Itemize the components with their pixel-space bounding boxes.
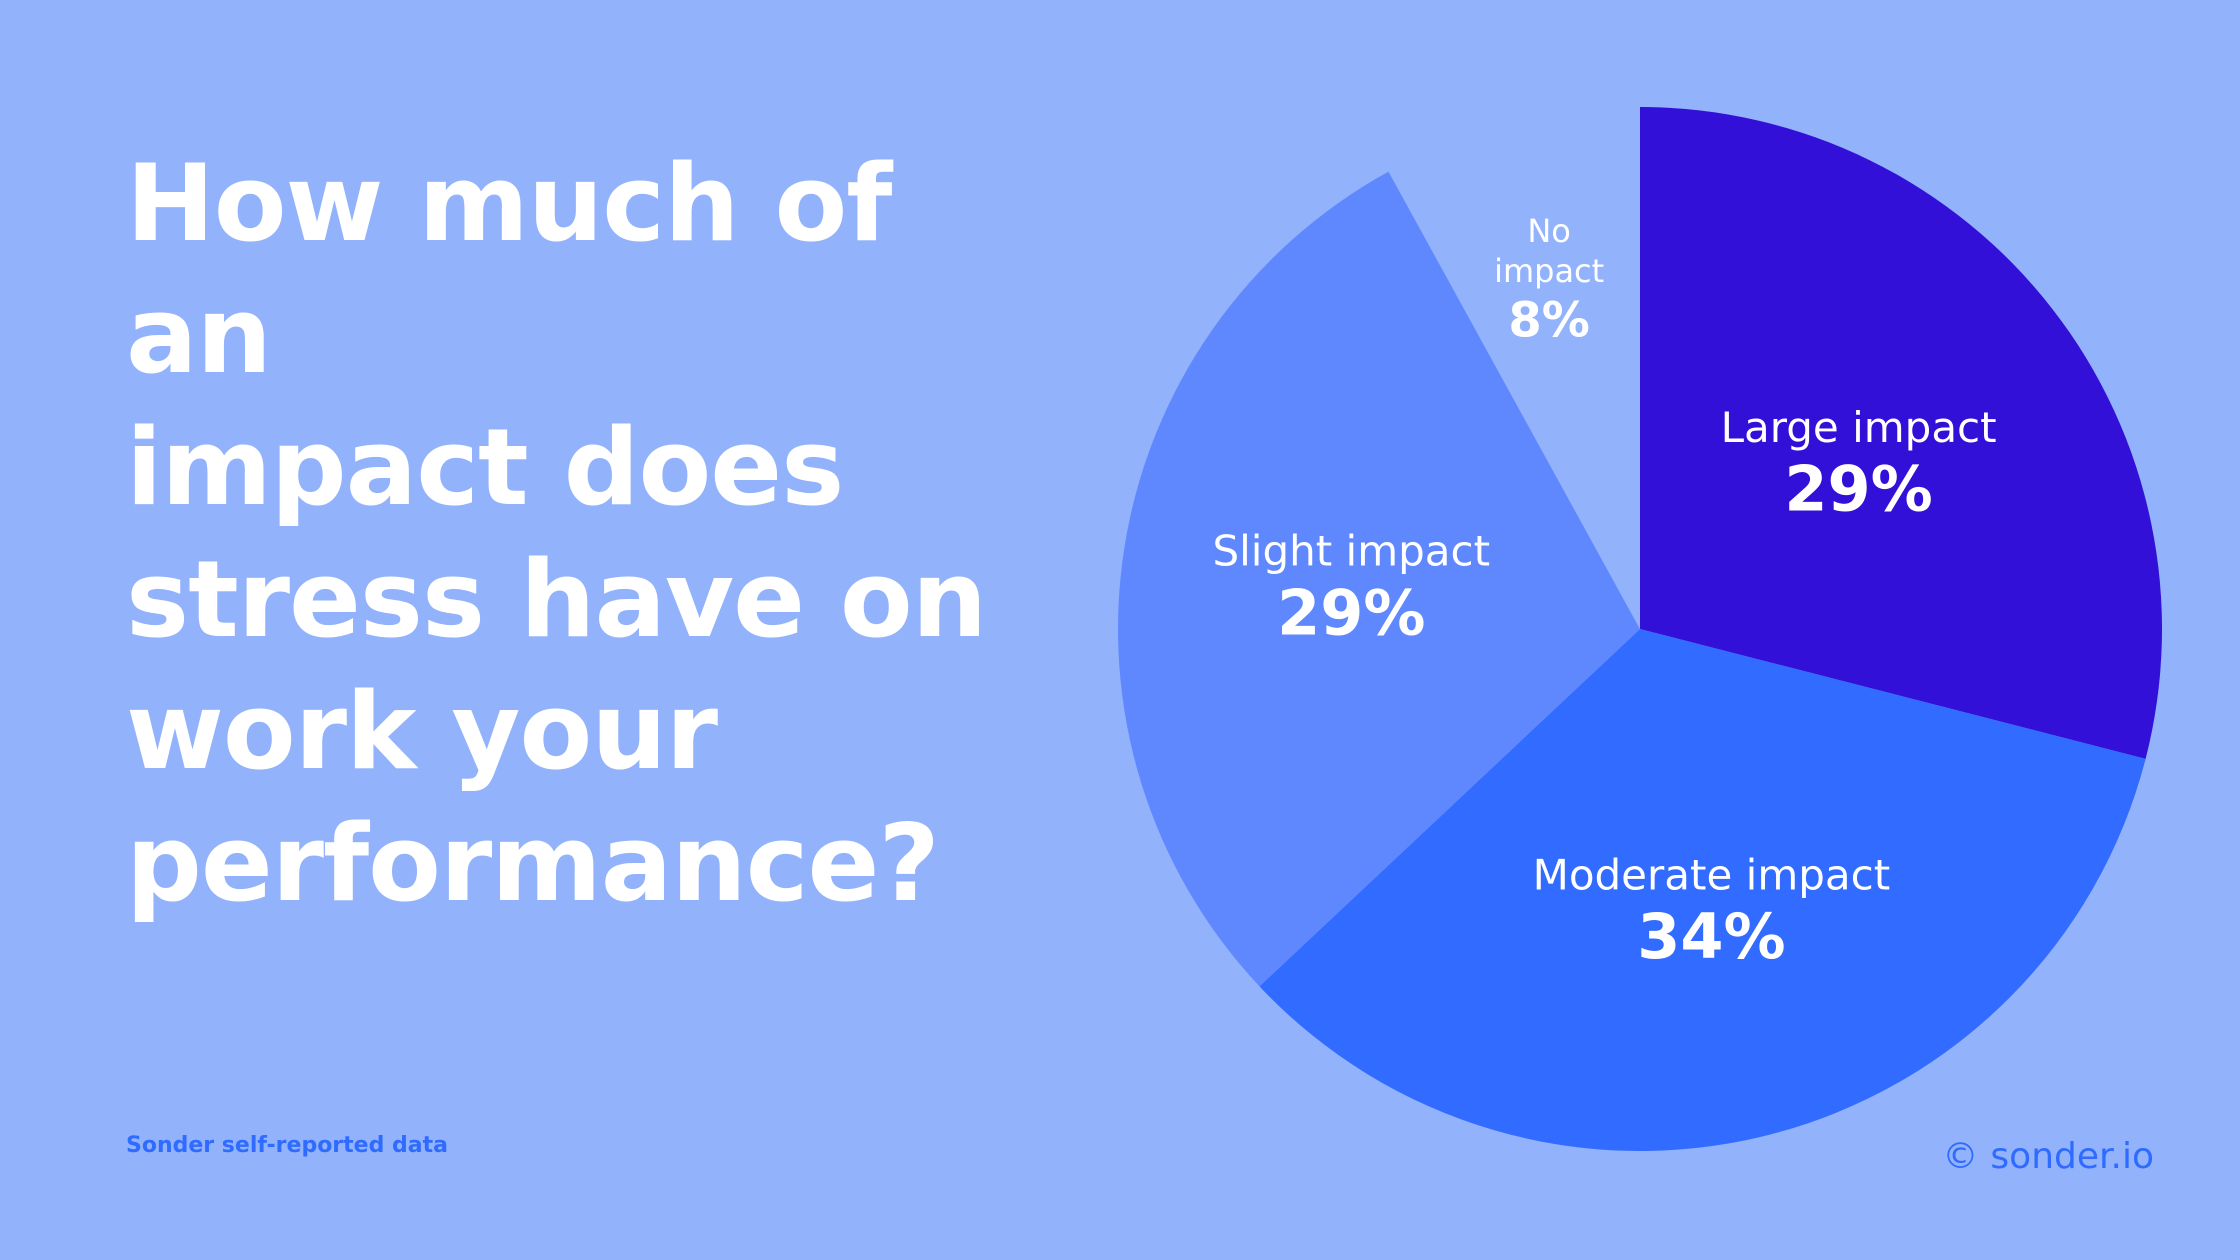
question-line: impact does bbox=[126, 406, 844, 529]
brand-mark[interactable]: © sonder.io bbox=[1942, 1136, 2154, 1177]
pie-slice-large-impact bbox=[1640, 107, 2162, 759]
pie-slice-slight-impact bbox=[1118, 171, 1640, 987]
question-line: How much of an bbox=[126, 142, 892, 397]
slice-name: No bbox=[1527, 212, 1571, 250]
question-line: stress have on bbox=[126, 538, 987, 661]
slice-name: impact bbox=[1494, 252, 1604, 290]
slice-name: Large impact bbox=[1721, 403, 1997, 452]
question-line: performance? bbox=[126, 802, 940, 925]
source-note: Sonder self-reported data bbox=[126, 1133, 448, 1158]
slice-value: 8% bbox=[1508, 292, 1590, 348]
question-line: work your bbox=[126, 670, 718, 793]
slice-value: 29% bbox=[1277, 576, 1425, 649]
slice-name: Moderate impact bbox=[1533, 851, 1891, 900]
slice-name: Slight impact bbox=[1212, 527, 1490, 576]
pie-slice-no-impact bbox=[1388, 107, 1640, 629]
question-title: How much of an impact does stress have o… bbox=[126, 138, 1026, 930]
copyright-icon: © bbox=[1942, 1136, 1979, 1177]
pie-slice-moderate-impact bbox=[1259, 629, 2146, 1151]
slice-value: 29% bbox=[1784, 452, 1932, 525]
brand-name: sonder.io bbox=[1990, 1136, 2154, 1177]
slice-value: 34% bbox=[1637, 900, 1785, 973]
